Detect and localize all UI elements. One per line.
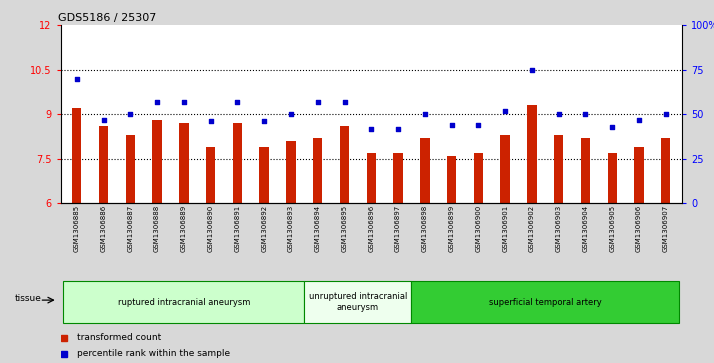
Bar	[99, 126, 109, 203]
Bar	[447, 156, 456, 203]
Text: unruptured intracranial
aneurysm: unruptured intracranial aneurysm	[308, 293, 407, 312]
Point	[312, 99, 323, 105]
Text: tissue: tissue	[15, 294, 42, 302]
Point	[526, 67, 538, 73]
Point	[660, 111, 671, 117]
Text: ruptured intracranial aneurysm: ruptured intracranial aneurysm	[118, 298, 250, 307]
Bar	[233, 123, 242, 203]
Bar	[259, 147, 269, 203]
Bar	[634, 147, 644, 203]
Bar	[179, 123, 188, 203]
Point	[178, 99, 189, 105]
Bar	[393, 153, 403, 203]
Point	[205, 119, 216, 125]
Point	[98, 117, 109, 123]
Text: transformed count: transformed count	[77, 333, 161, 342]
Bar	[313, 138, 323, 203]
Point	[231, 99, 243, 105]
Bar	[64, 281, 304, 323]
Point	[366, 126, 377, 131]
Bar	[661, 138, 670, 203]
Point	[633, 117, 645, 123]
Bar	[152, 120, 162, 203]
Bar	[72, 109, 81, 203]
Point	[499, 108, 511, 114]
Point	[553, 111, 564, 117]
Bar	[286, 141, 296, 203]
Bar	[501, 135, 510, 203]
Point	[580, 111, 591, 117]
Bar	[126, 135, 135, 203]
Bar	[527, 105, 537, 203]
Bar	[554, 135, 563, 203]
Point	[258, 119, 270, 125]
Point	[473, 122, 484, 128]
Bar	[206, 147, 216, 203]
Point	[338, 99, 350, 105]
Text: GDS5186 / 25307: GDS5186 / 25307	[58, 13, 156, 23]
Point	[151, 99, 163, 105]
Point	[446, 122, 457, 128]
Bar	[420, 138, 430, 203]
Point	[419, 111, 431, 117]
Point	[124, 111, 136, 117]
Point	[606, 124, 618, 130]
Bar	[473, 153, 483, 203]
Bar	[580, 138, 590, 203]
Text: percentile rank within the sample: percentile rank within the sample	[77, 349, 230, 358]
Bar	[340, 126, 349, 203]
Bar	[608, 153, 617, 203]
Bar	[304, 281, 411, 323]
Point	[392, 126, 403, 131]
Bar	[411, 281, 679, 323]
Bar	[366, 153, 376, 203]
Point	[71, 76, 82, 82]
Point	[285, 111, 296, 117]
Text: superficial temporal artery: superficial temporal artery	[489, 298, 602, 307]
